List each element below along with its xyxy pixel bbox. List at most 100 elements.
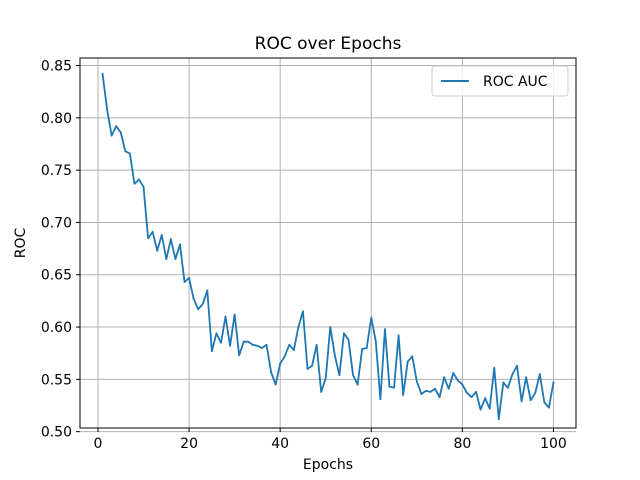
data-point-epoch-30 bbox=[233, 313, 236, 316]
data-point-epoch-34 bbox=[251, 343, 254, 346]
data-point-epoch-31 bbox=[238, 354, 241, 357]
data-point-epoch-51 bbox=[329, 326, 332, 328]
x-tick-label: 100 bbox=[540, 436, 567, 452]
data-point-epoch-80 bbox=[461, 383, 464, 386]
data-point-epoch-74 bbox=[434, 387, 436, 390]
data-point-epoch-79 bbox=[456, 379, 459, 382]
y-tick-label: 0.60 bbox=[41, 320, 72, 336]
x-tick-label: 20 bbox=[180, 436, 198, 452]
data-point-epoch-17 bbox=[174, 258, 177, 260]
data-point-epoch-27 bbox=[220, 341, 222, 344]
data-point-epoch-6 bbox=[124, 150, 127, 153]
data-point-epoch-77 bbox=[447, 387, 450, 390]
data-point-epoch-68 bbox=[406, 360, 409, 363]
data-point-epoch-32 bbox=[242, 340, 245, 343]
data-point-epoch-12 bbox=[151, 230, 154, 233]
data-point-epoch-2 bbox=[106, 108, 108, 111]
data-point-epoch-99 bbox=[548, 406, 550, 409]
data-point-epoch-84 bbox=[479, 408, 482, 411]
data-point-epoch-86 bbox=[488, 407, 491, 410]
data-point-epoch-36 bbox=[261, 347, 263, 349]
data-point-epoch-24 bbox=[206, 289, 209, 292]
data-point-epoch-75 bbox=[438, 396, 441, 399]
data-point-epoch-61 bbox=[374, 340, 377, 343]
y-axis-label: ROC bbox=[13, 228, 29, 259]
data-point-epoch-100 bbox=[552, 381, 555, 384]
data-point-epoch-90 bbox=[507, 386, 509, 389]
data-point-epoch-92 bbox=[516, 364, 518, 367]
data-point-epoch-4 bbox=[115, 125, 118, 128]
data-point-epoch-73 bbox=[429, 391, 432, 393]
data-point-epoch-14 bbox=[160, 234, 163, 236]
data-point-epoch-78 bbox=[452, 372, 455, 374]
grid-layer bbox=[80, 58, 576, 433]
data-point-epoch-44 bbox=[297, 326, 300, 328]
data-point-epoch-67 bbox=[402, 394, 405, 396]
data-point-epoch-43 bbox=[292, 349, 295, 351]
y-tick-label: 0.50 bbox=[41, 425, 72, 441]
series-layer bbox=[101, 72, 555, 421]
data-point-epoch-15 bbox=[165, 258, 168, 260]
data-point-epoch-93 bbox=[520, 400, 523, 403]
data-point-epoch-9 bbox=[138, 178, 140, 181]
data-point-epoch-29 bbox=[229, 344, 231, 347]
data-point-epoch-62 bbox=[379, 398, 382, 401]
data-point-epoch-13 bbox=[156, 249, 159, 252]
data-point-epoch-21 bbox=[192, 297, 195, 300]
y-tick-label: 0.75 bbox=[41, 163, 72, 179]
data-point-epoch-66 bbox=[397, 334, 400, 337]
data-point-epoch-35 bbox=[256, 344, 259, 347]
data-point-epoch-41 bbox=[283, 355, 286, 358]
data-point-epoch-23 bbox=[201, 303, 204, 305]
data-point-epoch-42 bbox=[288, 343, 291, 346]
data-point-epoch-72 bbox=[425, 389, 427, 392]
data-point-epoch-33 bbox=[247, 340, 250, 343]
data-point-epoch-64 bbox=[388, 385, 391, 388]
data-point-epoch-48 bbox=[315, 343, 318, 346]
data-point-epoch-46 bbox=[306, 368, 309, 370]
data-point-epoch-63 bbox=[384, 328, 386, 331]
plot-frame bbox=[79, 57, 577, 429]
data-point-epoch-85 bbox=[484, 397, 487, 400]
data-point-epoch-38 bbox=[270, 371, 272, 373]
data-point-epoch-5 bbox=[119, 131, 122, 134]
data-point-epoch-76 bbox=[443, 376, 446, 379]
data-point-epoch-20 bbox=[188, 276, 190, 279]
data-point-epoch-50 bbox=[324, 377, 327, 380]
data-point-epoch-40 bbox=[279, 362, 282, 365]
legend: ROC AUC bbox=[431, 65, 569, 97]
data-point-epoch-69 bbox=[411, 355, 414, 358]
legend-box bbox=[431, 65, 569, 97]
data-point-epoch-45 bbox=[302, 310, 304, 313]
data-point-epoch-65 bbox=[393, 386, 395, 389]
data-point-epoch-37 bbox=[265, 343, 268, 346]
y-tick-label: 0.65 bbox=[41, 268, 72, 284]
data-point-epoch-52 bbox=[333, 354, 336, 357]
data-point-epoch-89 bbox=[502, 381, 505, 384]
data-point-epoch-87 bbox=[493, 366, 496, 369]
data-point-epoch-91 bbox=[511, 373, 514, 376]
data-point-epoch-54 bbox=[343, 332, 345, 335]
data-point-epoch-94 bbox=[525, 376, 528, 379]
data-point-epoch-98 bbox=[543, 401, 546, 404]
data-point-epoch-49 bbox=[320, 391, 323, 393]
series-line-roc-auc bbox=[101, 72, 555, 421]
data-point-epoch-81 bbox=[466, 392, 468, 394]
data-point-epoch-53 bbox=[338, 374, 341, 377]
tick-layer: 0 20 40 60 80 100 0.50 0.55 0.60 0.65 0.70 0.75 0.80… bbox=[41, 59, 567, 452]
y-tick-label: 0.70 bbox=[41, 215, 72, 231]
data-point-epoch-18 bbox=[179, 243, 181, 246]
data-point-epoch-95 bbox=[529, 399, 532, 402]
data-point-epoch-97 bbox=[538, 373, 541, 376]
data-point-epoch-56 bbox=[352, 374, 354, 377]
data-point-epoch-70 bbox=[415, 380, 418, 383]
data-point-epoch-58 bbox=[361, 348, 364, 350]
y-tick-label: 0.80 bbox=[41, 111, 72, 127]
data-point-epoch-82 bbox=[470, 396, 473, 399]
data-point-epoch-25 bbox=[210, 350, 213, 353]
y-tick-label: 0.55 bbox=[41, 372, 72, 388]
data-point-epoch-71 bbox=[420, 393, 423, 395]
data-point-epoch-47 bbox=[311, 364, 313, 367]
